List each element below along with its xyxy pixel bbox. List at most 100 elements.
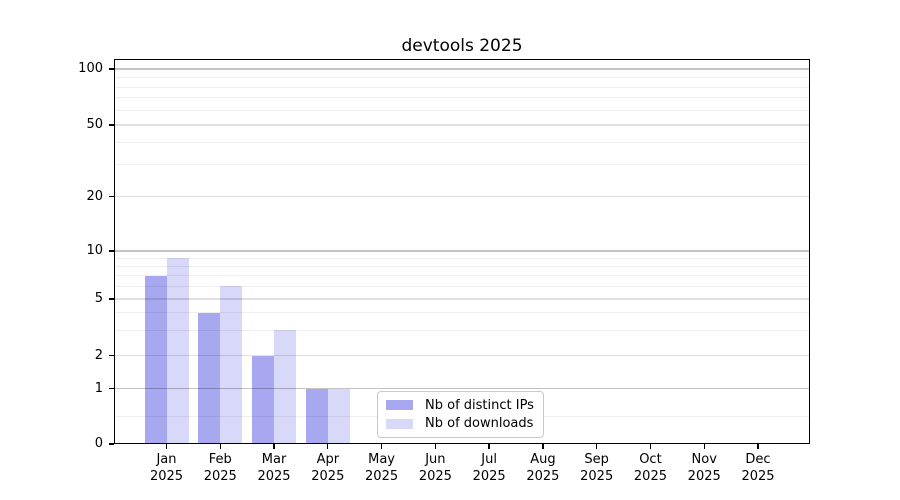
month-year-jan: 2025 bbox=[149, 468, 184, 484]
bar-downloads-feb bbox=[220, 286, 243, 444]
x-tick-label-nov: Nov 2025 bbox=[674, 452, 734, 485]
legend-swatch-downloads-icon bbox=[386, 418, 413, 429]
month-year-aug: 2025 bbox=[526, 468, 560, 484]
gridline-y-3 bbox=[114, 329, 810, 331]
x-tick-label-oct: Oct 2025 bbox=[620, 452, 680, 485]
gridline-y-4 bbox=[114, 312, 810, 314]
month-year-feb: 2025 bbox=[203, 468, 237, 484]
y-tick-label-1: 1 bbox=[94, 380, 103, 396]
gridline-y-40 bbox=[114, 141, 810, 143]
month-year-jul: 2025 bbox=[472, 468, 506, 484]
x-tick-feb bbox=[219, 444, 221, 449]
y-tick-10 bbox=[108, 250, 114, 252]
gridline-y-5 bbox=[114, 298, 810, 300]
x-tick-jan bbox=[165, 444, 168, 449]
x-tick-nov bbox=[703, 444, 705, 449]
x-tick-label-dec: Dec 2025 bbox=[728, 452, 788, 485]
month-name-mar: Mar bbox=[261, 452, 287, 467]
x-tick-aug bbox=[542, 444, 544, 449]
month-year-may: 2025 bbox=[365, 468, 399, 484]
month-name-nov: Nov bbox=[691, 452, 717, 467]
gridline-y-50 bbox=[114, 124, 810, 126]
month-year-jun: 2025 bbox=[418, 468, 452, 484]
gridline-y-60 bbox=[114, 109, 810, 111]
x-tick-sep bbox=[596, 444, 598, 449]
month-name-apr: Apr bbox=[316, 452, 340, 467]
month-year-apr: 2025 bbox=[311, 468, 345, 484]
x-tick-apr bbox=[327, 444, 329, 449]
legend-swatch-distinct-ips-icon bbox=[386, 400, 413, 411]
x-tick-may bbox=[380, 444, 383, 449]
month-name-aug: Aug bbox=[530, 452, 556, 467]
y-tick-0 bbox=[108, 443, 114, 445]
x-tick-oct bbox=[649, 444, 652, 449]
plot-area bbox=[114, 59, 810, 444]
y-tick-1 bbox=[108, 387, 114, 390]
y-tick-50 bbox=[108, 124, 114, 126]
month-name-dec: Dec bbox=[745, 452, 771, 467]
gridline-y-1 bbox=[114, 387, 810, 390]
x-tick-dec bbox=[757, 444, 759, 449]
month-name-jul: Jul bbox=[481, 452, 497, 467]
x-tick-label-may: May 2025 bbox=[352, 452, 412, 485]
y-tick-label-10: 10 bbox=[86, 243, 103, 258]
gridline-y-70 bbox=[114, 97, 810, 99]
bar-distinct-ips-apr bbox=[305, 388, 328, 444]
gridline-y-6 bbox=[114, 285, 810, 287]
legend-label-distinct-ips: Nb of distinct IPs bbox=[425, 397, 534, 413]
y-tick-label-20: 20 bbox=[86, 188, 103, 204]
legend: Nb of distinct IPs Nb of downloads bbox=[377, 391, 544, 438]
month-year-sep: 2025 bbox=[580, 468, 614, 484]
legend-item-distinct-ips: Nb of distinct IPs bbox=[386, 398, 535, 413]
y-tick-100 bbox=[108, 68, 114, 70]
y-tick-label-0: 0 bbox=[94, 436, 103, 451]
x-tick-jun bbox=[434, 444, 436, 449]
gridline-y-90 bbox=[114, 77, 810, 78]
month-name-jun: Jun bbox=[425, 452, 446, 467]
month-name-feb: Feb bbox=[208, 452, 232, 467]
x-tick-label-sep: Sep 2025 bbox=[567, 452, 627, 485]
gridline-y-9 bbox=[114, 257, 810, 259]
bar-downloads-mar bbox=[274, 330, 297, 444]
y-tick-5 bbox=[108, 298, 114, 300]
gridline-y-7 bbox=[114, 275, 810, 277]
x-tick-label-feb: Feb 2025 bbox=[190, 452, 250, 485]
month-year-dec: 2025 bbox=[741, 468, 775, 484]
x-tick-jul bbox=[488, 444, 490, 449]
gridline-y-20 bbox=[114, 195, 810, 198]
y-tick-label-5: 5 bbox=[94, 291, 103, 306]
bar-distinct-ips-jan bbox=[144, 275, 167, 444]
month-year-mar: 2025 bbox=[257, 468, 291, 484]
y-tick-label-2: 2 bbox=[94, 347, 103, 363]
legend-item-downloads: Nb of downloads bbox=[386, 416, 535, 431]
x-tick-label-jun: Jun 2025 bbox=[405, 452, 465, 485]
gridline-y-8 bbox=[114, 265, 810, 267]
x-tick-label-jul: Jul 2025 bbox=[459, 452, 519, 485]
x-tick-label-apr: Apr 2025 bbox=[298, 452, 358, 485]
month-year-oct: 2025 bbox=[633, 468, 667, 484]
month-year-nov: 2025 bbox=[687, 468, 721, 484]
y-tick-20 bbox=[108, 195, 114, 198]
gridline-y-10 bbox=[114, 250, 810, 252]
y-tick-label-50: 50 bbox=[86, 117, 103, 132]
month-name-oct: Oct bbox=[639, 452, 662, 467]
month-name-sep: Sep bbox=[584, 452, 609, 467]
gridline-y-2 bbox=[114, 354, 810, 357]
chart-title: devtools 2025 bbox=[401, 36, 523, 56]
gridline-y-80 bbox=[114, 86, 810, 88]
y-tick-2 bbox=[108, 354, 114, 357]
bar-distinct-ips-mar bbox=[252, 355, 275, 444]
bar-downloads-jan bbox=[166, 258, 189, 444]
month-name-may: May bbox=[368, 452, 396, 467]
legend-label-downloads: Nb of downloads bbox=[425, 416, 534, 432]
bar-distinct-ips-feb bbox=[198, 312, 221, 444]
bar-downloads-apr bbox=[327, 388, 350, 444]
x-tick-mar bbox=[273, 444, 275, 449]
x-tick-label-mar: Mar 2025 bbox=[244, 452, 304, 485]
y-tick-label-100: 100 bbox=[78, 61, 103, 76]
gridline-y-30 bbox=[114, 164, 810, 166]
month-name-jan: Jan bbox=[156, 452, 177, 467]
gridline-y-100 bbox=[114, 68, 810, 70]
x-tick-label-jan: Jan 2025 bbox=[137, 452, 197, 485]
x-tick-label-aug: Aug 2025 bbox=[513, 452, 573, 485]
